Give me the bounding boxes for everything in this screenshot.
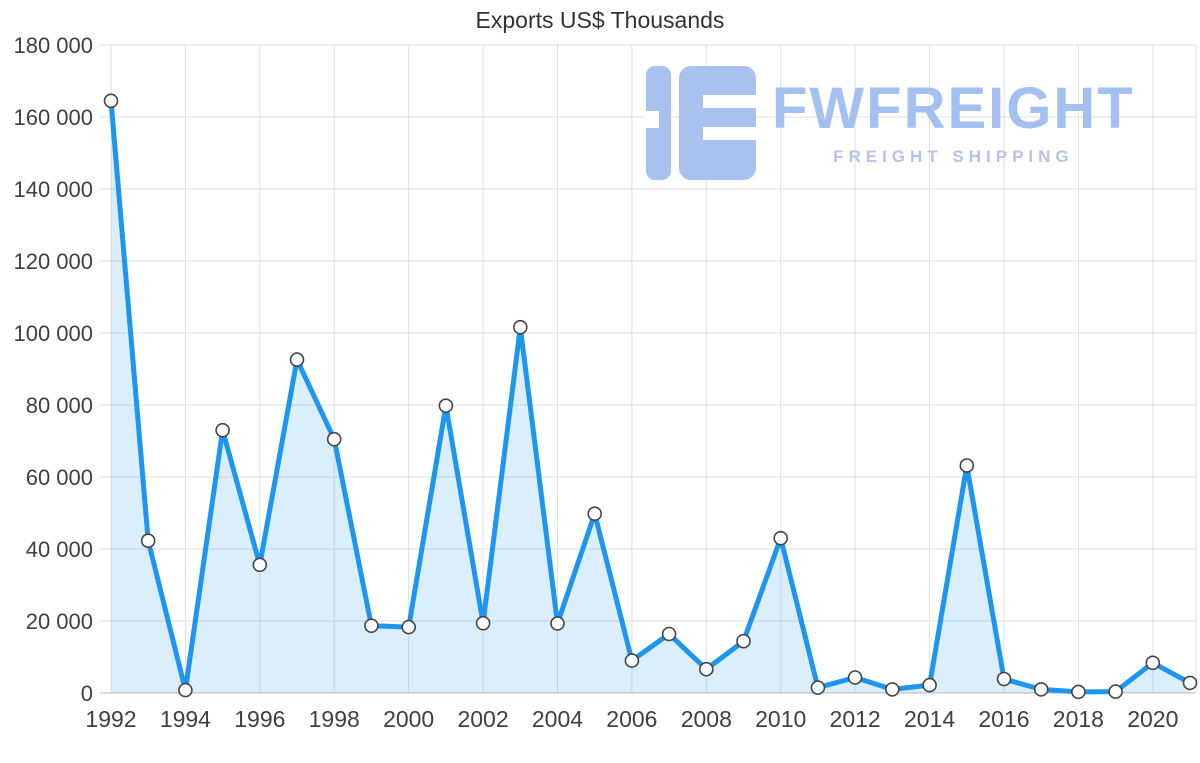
data-point[interactable] [810, 680, 826, 695]
x-tick-label: 2012 [830, 706, 881, 732]
data-point[interactable] [438, 398, 454, 414]
y-tick-label: 80 000 [26, 393, 93, 418]
x-tick-label: 2006 [606, 706, 657, 732]
data-point[interactable] [959, 458, 975, 473]
data-point[interactable] [922, 677, 937, 693]
data-point[interactable] [103, 93, 119, 109]
data-point[interactable] [996, 671, 1012, 687]
data-point[interactable] [1108, 684, 1123, 699]
x-tick-label: 2014 [904, 706, 955, 732]
x-tick-label: 2020 [1127, 706, 1178, 732]
y-tick-label: 20 000 [26, 609, 93, 634]
x-tick-label: 1998 [309, 706, 360, 732]
y-tick-label: 100 000 [13, 321, 93, 346]
data-point[interactable] [178, 682, 193, 698]
data-point[interactable] [140, 533, 156, 549]
data-point[interactable] [475, 615, 491, 631]
y-tick-label: 60 000 [26, 465, 93, 490]
data-point[interactable] [326, 431, 342, 447]
data-point[interactable] [401, 619, 417, 635]
data-point[interactable] [736, 633, 751, 649]
data-point[interactable] [1033, 682, 1049, 697]
y-tick-label: 0 [81, 681, 93, 706]
data-point[interactable] [773, 530, 789, 546]
data-point[interactable] [624, 653, 640, 668]
x-axis-labels: 1992 1994 1996 1998 2000 2002 2004 2006 2008 2010… [85, 706, 1178, 732]
x-tick-label: 2010 [755, 706, 806, 732]
data-point[interactable] [587, 506, 603, 522]
x-tick-label: 2000 [383, 706, 434, 732]
data-point[interactable] [289, 352, 305, 367]
data-point[interactable] [698, 661, 714, 677]
data-point[interactable] [1182, 675, 1198, 691]
data-point[interactable] [884, 682, 900, 697]
data-point[interactable] [252, 557, 268, 573]
gridlines [100, 44, 1197, 694]
data-point[interactable] [512, 319, 528, 335]
data-points [103, 93, 1198, 700]
x-tick-label: 1992 [85, 706, 136, 732]
x-tick-label: 2004 [532, 706, 583, 732]
x-tick-label: 2016 [978, 706, 1029, 732]
x-tick-label: 1996 [234, 706, 285, 732]
y-tick-label: 120 000 [13, 249, 93, 274]
data-point[interactable] [661, 626, 677, 642]
x-tick-label: 2018 [1053, 706, 1104, 732]
x-tick-label: 2002 [457, 706, 508, 732]
chart-title: Exports US$ Thousands [475, 7, 725, 33]
x-tick-label: 1994 [160, 706, 211, 732]
area-series [111, 100, 1190, 694]
y-tick-label: 180 000 [13, 33, 93, 58]
x-tick-label: 2008 [681, 706, 732, 732]
y-tick-label: 40 000 [26, 537, 93, 562]
data-point[interactable] [1071, 684, 1086, 700]
data-point[interactable] [364, 618, 379, 634]
y-tick-label: 160 000 [13, 105, 93, 130]
y-axis-labels: 0 20 000 40 000 60 000 80 000 100 000 120 000 1… [13, 33, 93, 706]
data-point[interactable] [847, 670, 863, 685]
data-point[interactable] [550, 616, 565, 631]
data-point[interactable] [1145, 655, 1161, 671]
data-point[interactable] [215, 422, 230, 438]
y-tick-label: 140 000 [13, 177, 93, 202]
